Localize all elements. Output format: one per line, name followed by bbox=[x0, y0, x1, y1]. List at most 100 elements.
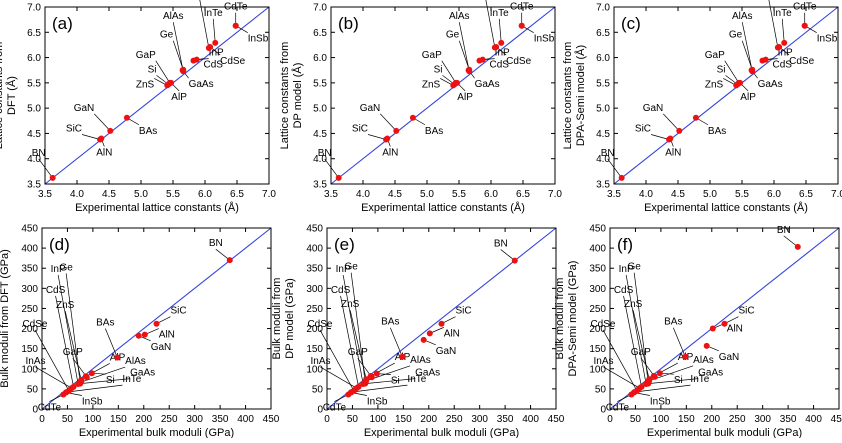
leader-line-ge bbox=[458, 40, 470, 70]
leader-line-inte bbox=[781, 18, 785, 43]
y-axis-label: DP model (Å) bbox=[291, 63, 304, 129]
x-tick-label: 5.0 bbox=[703, 189, 717, 200]
leader-line-inas bbox=[199, 0, 210, 49]
leader-line-inte bbox=[351, 384, 408, 393]
x-tick-label: 350 bbox=[212, 414, 229, 425]
x-tick-label: 0 bbox=[324, 414, 330, 425]
point-label-alas: AlAs bbox=[693, 355, 714, 366]
leader-line-inte bbox=[634, 384, 691, 393]
point-label-cds: CdS bbox=[203, 60, 223, 71]
point-label-inp: InP bbox=[619, 264, 634, 275]
data-point-inte bbox=[212, 39, 219, 46]
y-tick-label: 6.5 bbox=[313, 28, 327, 39]
data-point-si bbox=[88, 370, 95, 377]
point-label-bas: BAs bbox=[96, 318, 114, 329]
y-tick-label: 5.0 bbox=[313, 104, 327, 115]
y-tick-label: 400 bbox=[306, 244, 323, 255]
point-label-ge: Ge bbox=[344, 262, 358, 273]
leader-line-inte bbox=[212, 18, 216, 43]
point-label-inp: InP bbox=[495, 48, 510, 59]
reference-line bbox=[44, 6, 270, 185]
point-label-zns: ZnS bbox=[705, 79, 724, 90]
point-label-sic: SiC bbox=[456, 306, 472, 317]
y-axis-label: Lattice constants from bbox=[0, 42, 5, 150]
y-tick-label: 4.5 bbox=[596, 129, 610, 140]
y-tick-label: 300 bbox=[306, 284, 323, 295]
point-label-zns: ZnS bbox=[422, 79, 441, 90]
data-point-alas bbox=[180, 68, 187, 75]
point-label-ge: Ge bbox=[627, 262, 641, 273]
point-label-gap: GaP bbox=[136, 50, 156, 61]
data-point-gan bbox=[393, 127, 400, 134]
point-label-alas: AlAs bbox=[449, 11, 470, 22]
data-point-bn bbox=[618, 174, 625, 181]
leader-line-gaas bbox=[365, 378, 416, 385]
point-label-cds: CdS bbox=[489, 60, 509, 71]
x-tick-label: 450 bbox=[831, 414, 842, 425]
data-point-bn bbox=[49, 174, 56, 181]
x-tick-label: 200 bbox=[420, 414, 437, 425]
point-label-cdte: CdTe bbox=[323, 403, 347, 414]
point-label-zns: ZnS bbox=[341, 299, 360, 310]
leader-line-inas bbox=[485, 0, 496, 48]
y-tick-label: 3.5 bbox=[27, 180, 41, 191]
point-label-gap: GaP bbox=[348, 347, 368, 358]
leader-line-ge bbox=[741, 40, 753, 70]
point-label-gap: GaP bbox=[63, 347, 83, 358]
point-label-insb: InSb bbox=[248, 34, 269, 45]
x-tick-label: 200 bbox=[135, 414, 152, 425]
point-label-cdte: CdTe bbox=[606, 403, 630, 414]
data-point-bn bbox=[226, 257, 233, 264]
point-label-gaas: GaAs bbox=[698, 368, 723, 379]
point-label-insb: InSb bbox=[534, 34, 555, 45]
leader-line-ge bbox=[172, 40, 184, 70]
y-tick-label: 4.5 bbox=[27, 129, 41, 140]
y-tick-label: 4.0 bbox=[596, 154, 610, 165]
point-label-bn: BN bbox=[209, 238, 223, 249]
y-tick-label: 350 bbox=[306, 264, 323, 275]
x-tick-label: 0 bbox=[39, 414, 45, 425]
x-tick-label: 150 bbox=[110, 414, 127, 425]
leader-line-bn bbox=[324, 158, 339, 179]
y-tick-label: 400 bbox=[589, 244, 606, 255]
data-point-cdte bbox=[232, 22, 239, 29]
plot-frame bbox=[330, 6, 556, 185]
leader-line-cds bbox=[340, 295, 359, 387]
y-tick-label: 450 bbox=[21, 224, 38, 235]
x-tick-label: 50 bbox=[630, 414, 642, 425]
leader-line-cds bbox=[55, 295, 74, 387]
point-label-gan: GaN bbox=[360, 103, 381, 114]
data-point-inp bbox=[479, 56, 486, 63]
point-label-si: Si bbox=[391, 376, 400, 387]
leader-line-inp bbox=[57, 274, 79, 385]
data-point-alas bbox=[749, 68, 756, 75]
leader-line-bn bbox=[607, 158, 622, 179]
y-tick-label: 5.0 bbox=[596, 104, 610, 115]
x-tick-label: 400 bbox=[805, 414, 822, 425]
leader-line-gap bbox=[155, 60, 171, 84]
point-label-cdse: CdSe bbox=[307, 319, 332, 330]
y-tick-label: 300 bbox=[589, 284, 606, 295]
data-point-sic bbox=[721, 320, 728, 327]
y-tick-label: 6.0 bbox=[27, 53, 41, 64]
point-label-gan: GaN bbox=[643, 103, 664, 114]
data-point-gan bbox=[676, 127, 683, 134]
leader-line-inas bbox=[35, 366, 72, 389]
y-tick-label: 50 bbox=[27, 384, 39, 395]
leader-line-inas bbox=[603, 366, 640, 389]
point-label-bn: BN bbox=[601, 148, 615, 159]
x-tick-label: 50 bbox=[347, 414, 359, 425]
leader-line-gaas bbox=[648, 378, 699, 385]
x-tick-label: 350 bbox=[780, 414, 797, 425]
leader-line-inp bbox=[342, 274, 364, 385]
x-tick-label: 250 bbox=[446, 414, 463, 425]
leader-line-gan bbox=[380, 113, 397, 132]
x-tick-label: 350 bbox=[497, 414, 514, 425]
data-point-cdte bbox=[518, 22, 525, 29]
x-tick-label: 7.0 bbox=[831, 189, 842, 200]
y-tick-label: 6.5 bbox=[27, 28, 41, 39]
leader-line-ge bbox=[65, 273, 81, 383]
leader-line-cdse bbox=[319, 329, 355, 392]
point-label-bas: BAs bbox=[381, 317, 399, 328]
